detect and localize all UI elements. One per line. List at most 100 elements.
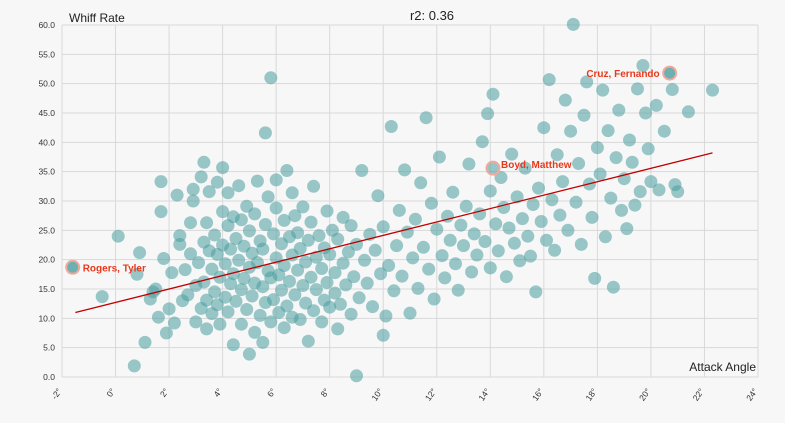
data-point [213,270,227,284]
data-point [283,274,296,288]
data-point [154,205,168,219]
data-point [507,236,521,250]
data-point [234,283,248,297]
data-point [159,326,173,340]
data-point [170,188,184,202]
data-point [604,191,618,205]
data-point [368,243,382,257]
data-point [534,215,548,228]
data-point [315,262,329,275]
data-point [189,315,203,329]
data-point [151,310,165,324]
trendline [75,152,713,314]
data-point [620,222,634,236]
data-point [540,233,553,247]
data-point [446,185,460,199]
data-point [564,124,578,138]
data-point [462,157,476,171]
data-point [483,184,497,198]
x-tick-label: 16° [530,386,546,402]
data-point [467,227,481,241]
data-point [454,218,468,232]
data-point [296,279,310,292]
data-point [138,335,152,349]
data-point [550,148,564,162]
y-tick-label: 40.0 [38,137,55,147]
data-point [358,253,371,267]
data-point [213,317,227,331]
data-point [127,359,141,373]
data-point [631,82,644,96]
data-point [232,253,246,267]
data-point [285,186,299,200]
data-point [296,200,310,214]
data-point [269,173,283,187]
data-point [411,281,425,295]
data-point [208,285,222,299]
data-point [331,232,345,246]
data-point [639,106,653,120]
data-point [612,103,626,117]
data-point [275,283,288,297]
data-point [414,176,428,190]
data-point [344,219,358,233]
y-tick-label: 55.0 [38,49,55,59]
data-point [200,322,214,336]
y-tick-label: 5.0 [43,343,55,353]
data-point [267,293,280,307]
data-point [355,164,369,177]
data-point [218,290,232,304]
y-tick-label: 0.0 [43,372,55,382]
data-point [574,237,588,251]
data-point [569,195,583,209]
data-point [561,223,575,237]
data-point [293,242,307,255]
data-point [272,268,286,282]
data-point [644,175,658,189]
data-point [133,246,147,260]
data-point [304,270,318,284]
data-point [350,369,363,383]
data-point [264,71,278,85]
data-point [154,175,168,189]
data-points [66,17,719,383]
data-point [315,315,329,329]
y-tick-label: 10.0 [38,313,55,323]
data-point [475,135,489,149]
data-point [200,293,214,307]
data-point [312,229,326,243]
data-point [333,297,347,311]
data-point [184,247,197,261]
data-point [502,221,516,235]
data-point [299,255,313,269]
data-point [234,213,248,227]
data-point [157,252,171,265]
data-point [149,282,163,296]
data-point [491,244,505,258]
data-point [665,83,679,96]
data-point [210,175,224,189]
data-point [430,222,444,236]
trendline-layer [75,152,713,314]
data-point [379,309,393,323]
data-point [264,315,278,329]
data-point [609,151,623,165]
data-point [194,170,208,184]
data-point [258,126,272,140]
data-point [652,183,666,197]
data-point [301,334,315,348]
data-point [548,243,562,257]
x-tick-label: 12° [423,386,439,402]
data-point [419,111,433,125]
x-tick-label: 6° [265,386,278,398]
data-point [341,245,355,259]
point-annotation-label: Cruz, Fernando [586,69,659,80]
data-point [537,121,551,135]
data-point [173,229,187,243]
data-point [435,249,449,263]
data-point [328,286,342,300]
data-point [483,261,497,275]
data-point [269,201,283,215]
data-point [350,237,363,251]
data-point [336,210,350,224]
